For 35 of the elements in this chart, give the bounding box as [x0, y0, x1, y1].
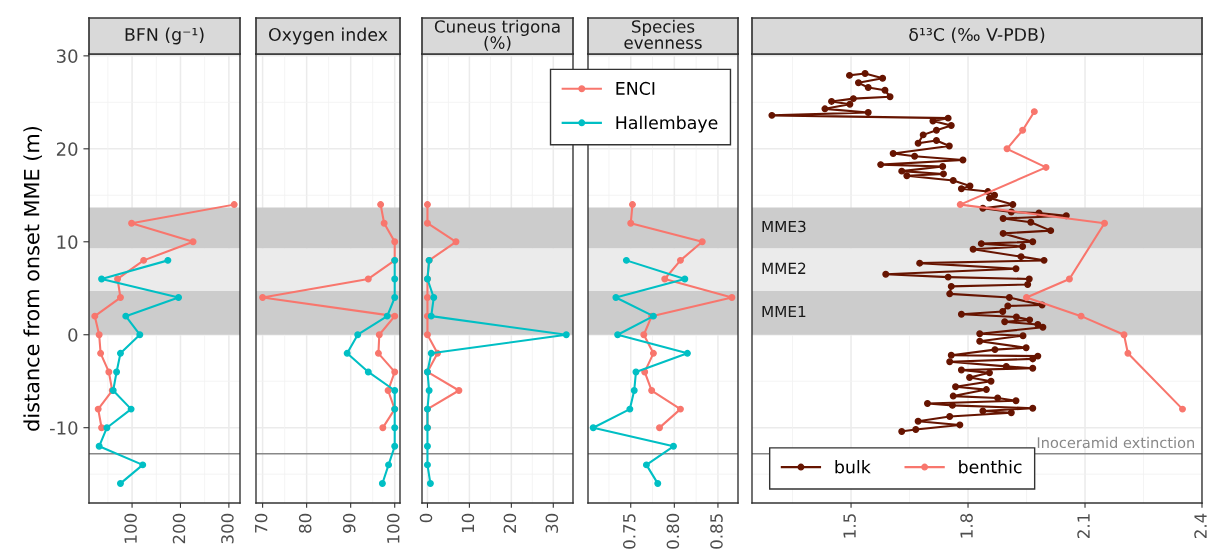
- chart-title: Species evenness: [624, 19, 702, 49]
- x-tick-label: 0.85: [710, 514, 723, 549]
- x-tick-label: 2.1: [1077, 514, 1090, 539]
- x-tick-label: 20: [503, 513, 517, 533]
- chart-title: δ¹³C (‰ V-PDB): [909, 27, 1045, 44]
- x-tick-label: 90: [342, 513, 356, 533]
- x-tick-label: 70: [254, 513, 268, 533]
- legend-label: bulk: [835, 459, 871, 474]
- x-tick-label: 80: [298, 513, 312, 533]
- chart-title: BFN (g⁻¹): [125, 27, 204, 45]
- x-tick-label: 1.5: [843, 514, 856, 538]
- x-tick-label: 0.75: [622, 514, 636, 549]
- x-tick-label: 0: [419, 513, 433, 523]
- band-label: MME2: [762, 262, 806, 274]
- x-tick-label: 10: [461, 513, 475, 533]
- x-tick-label: 300: [221, 513, 234, 544]
- legend-label: benthic: [959, 459, 1022, 474]
- x-tick-label: 100: [124, 513, 137, 543]
- legend-label: Hallembaye: [616, 115, 718, 133]
- x-tick-label: 1.8: [960, 513, 973, 538]
- y-tick-label: 20: [56, 142, 78, 156]
- x-tick-label: 100: [386, 513, 400, 543]
- x-tick-label: 2.4: [1194, 513, 1207, 539]
- band-label: MME1: [762, 305, 806, 318]
- y-tick-label: 10: [57, 235, 78, 249]
- legend-label: ENCI: [616, 81, 655, 96]
- ref-line-label: Inoceramid extinction: [1037, 436, 1195, 449]
- y-axis-title: distance from onset MME (m): [23, 126, 42, 431]
- y-tick-label: -10: [49, 421, 78, 435]
- x-tick-label: 0.80: [666, 513, 680, 549]
- y-tick-label: 30: [56, 49, 78, 63]
- x-tick-label: 200: [172, 513, 186, 544]
- x-tick-label: 30: [545, 513, 559, 533]
- band-label: MME3: [762, 220, 806, 233]
- y-tick-label: 0: [68, 328, 78, 342]
